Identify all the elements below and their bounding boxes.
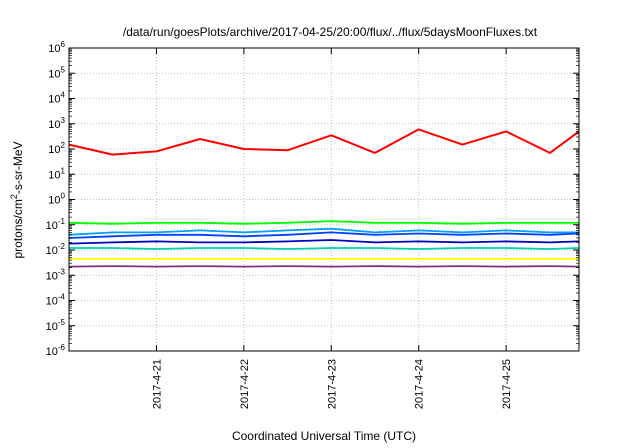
series-line <box>68 128 580 156</box>
chart-title: /data/run/goesPlots/archive/2017-04-25/2… <box>123 25 538 39</box>
series-line <box>68 239 580 245</box>
x-tick-label: 2017-4-23 <box>326 359 338 409</box>
y-tick-label: 10-2 <box>46 242 66 257</box>
y-tick-label: 10-6 <box>46 343 66 358</box>
series-line <box>68 231 580 239</box>
series-line <box>68 220 579 225</box>
y-axis: 10-6 10-5 10-4 10-3 10-2 10-1 100 101 102 103 104 1… <box>46 40 579 358</box>
y-tick-label: 101 <box>48 166 65 181</box>
series-line <box>68 227 579 236</box>
x-tick-label: 2017-4-22 <box>239 359 251 409</box>
y-tick-label: 100 <box>48 192 65 207</box>
series-line <box>68 265 580 268</box>
y-tick-label: 10-4 <box>46 293 66 308</box>
x-axis-label: Coordinated Universal Time (UTC) <box>232 429 416 443</box>
x-tick-label: 2017-4-25 <box>501 359 513 409</box>
x-tick-label: 2017-4-24 <box>414 359 426 409</box>
y-axis-label: protons/cm2-s-sr-MeV <box>9 141 25 258</box>
y-tick-label: 10-1 <box>46 217 66 232</box>
y-tick-label: 105 <box>48 65 65 80</box>
y-tick-label: 10-5 <box>46 318 66 333</box>
grid <box>69 48 579 351</box>
y-tick-label: 106 <box>48 40 65 55</box>
y-tick-label: 104 <box>48 91 65 106</box>
series-layer <box>68 128 580 268</box>
x-axis: 2017-4-21 2017-4-22 2017-4-23 2017-4-24 2017… <box>151 48 513 409</box>
y-tick-label: 103 <box>48 116 65 131</box>
y-tick-label: 102 <box>48 141 65 156</box>
x-tick-label: 2017-4-21 <box>151 359 163 409</box>
series-line <box>69 247 580 250</box>
y-tick-label: 10-3 <box>46 267 66 282</box>
